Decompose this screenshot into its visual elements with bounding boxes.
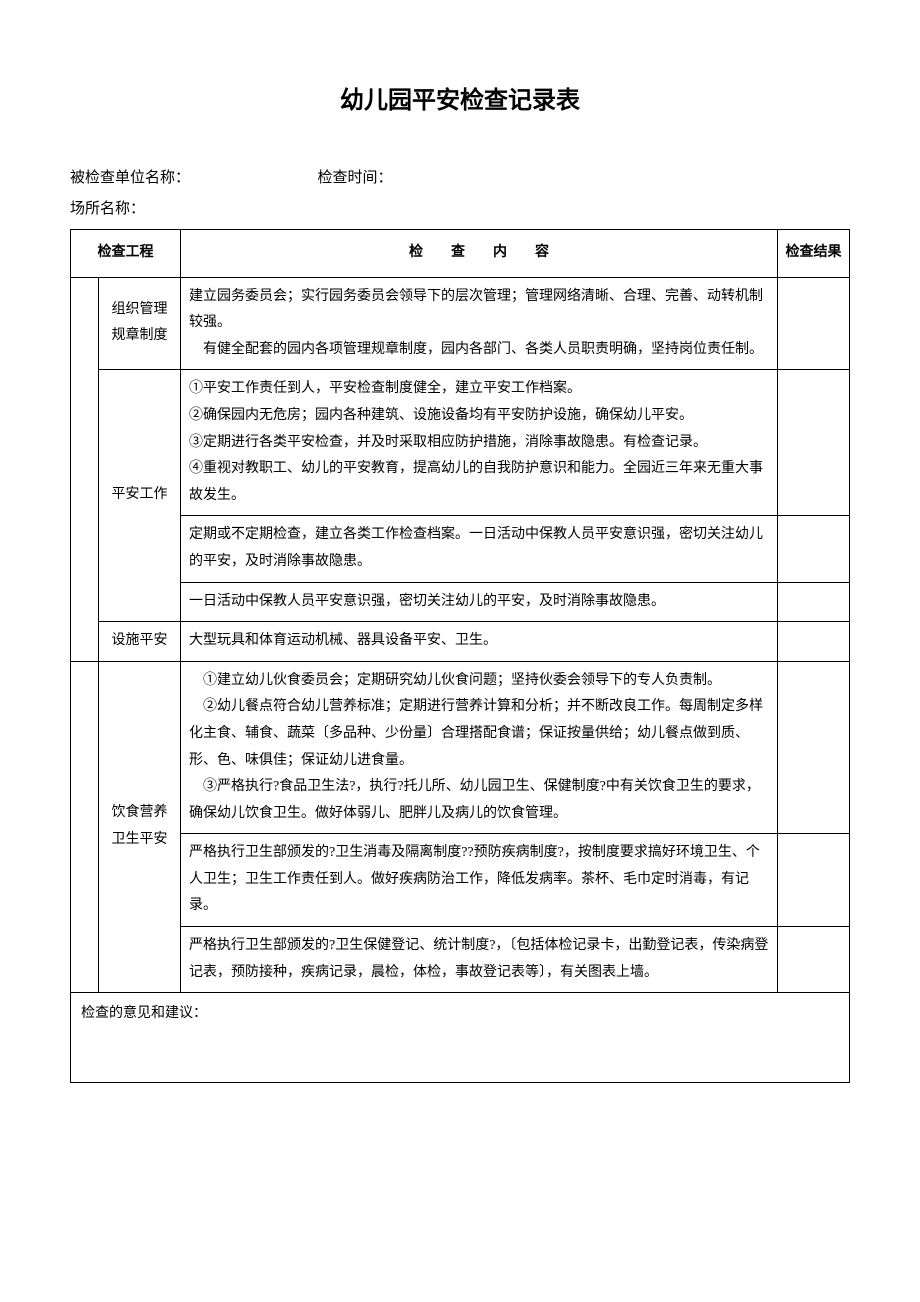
- table-row: 组织管理规章制度 建立园务委员会；实行园务委员会领导下的层次管理；管理网络清晰、…: [71, 277, 850, 370]
- content-safety-2: 定期或不定期检查，建立各类工作检查档案。一日活动中保教人员平安意识强，密切关注幼…: [181, 516, 778, 582]
- content-safety-3: 一日活动中保教人员平安意识强，密切关注幼儿的平安，及时消除事故隐患。: [181, 582, 778, 622]
- table-row: 定期或不定期检查，建立各类工作检查档案。一日活动中保教人员平安意识强，密切关注幼…: [71, 516, 850, 582]
- result-cell: [778, 661, 850, 834]
- unit-label: 被检查单位名称：: [70, 165, 190, 192]
- table-row: 严格执行卫生部颁发的?卫生保健登记、统计制度?，〔包括体检记录卡，出勤登记表，传…: [71, 927, 850, 993]
- place-label: 场所名称：: [70, 196, 145, 223]
- category-facility: 设施平安: [99, 622, 181, 662]
- table-footer-row: 检查的意见和建议：: [71, 993, 850, 1083]
- meta-row-2: 场所名称：: [70, 196, 850, 223]
- category-food: 饮食营养卫生平安: [99, 661, 181, 993]
- table-row: 设施平安 大型玩具和体育运动机械、器具设备平安、卫生。: [71, 622, 850, 662]
- table-row: 严格执行卫生部颁发的?卫生消毒及隔离制度??预防疾病制度?，按制度要求搞好环境卫…: [71, 834, 850, 927]
- category-safety: 平安工作: [99, 370, 181, 622]
- group-cell-2: [71, 661, 99, 993]
- content-food-3: 严格执行卫生部颁发的?卫生保健登记、统计制度?，〔包括体检记录卡，出勤登记表，传…: [181, 927, 778, 993]
- meta-row-1: 被检查单位名称： 检查时间：: [70, 165, 850, 192]
- header-content: 检 查 内 容: [181, 230, 778, 278]
- content-facility: 大型玩具和体育运动机械、器具设备平安、卫生。: [181, 622, 778, 662]
- result-cell: [778, 277, 850, 370]
- content-food-2: 严格执行卫生部颁发的?卫生消毒及隔离制度??预防疾病制度?，按制度要求搞好环境卫…: [181, 834, 778, 927]
- content-safety-1: ①平安工作责任到人，平安检查制度健全，建立平安工作档案。②确保园内无危房；园内各…: [181, 370, 778, 516]
- result-cell: [778, 582, 850, 622]
- table-row: 一日活动中保教人员平安意识强，密切关注幼儿的平安，及时消除事故隐患。: [71, 582, 850, 622]
- result-cell: [778, 622, 850, 662]
- category-org: 组织管理规章制度: [99, 277, 181, 370]
- group-cell-1: [71, 277, 99, 661]
- header-result: 检查结果: [778, 230, 850, 278]
- table-header-row: 检查工程 检 查 内 容 检查结果: [71, 230, 850, 278]
- content-org: 建立园务委员会；实行园务委员会领导下的层次管理；管理网络清晰、合理、完善、动转机…: [181, 277, 778, 370]
- content-food-1: ①建立幼儿伙食委员会；定期研究幼儿伙食问题；坚持伙委会领导下的专人负责制。 ②幼…: [181, 661, 778, 834]
- inspection-table: 检查工程 检 查 内 容 检查结果 组织管理规章制度 建立园务委员会；实行园务委…: [70, 229, 850, 1083]
- result-cell: [778, 370, 850, 516]
- time-label: 检查时间：: [318, 165, 393, 192]
- footer-cell: 检查的意见和建议：: [71, 993, 850, 1083]
- result-cell: [778, 516, 850, 582]
- result-cell: [778, 834, 850, 927]
- result-cell: [778, 927, 850, 993]
- header-project: 检查工程: [71, 230, 181, 278]
- table-row: 平安工作 ①平安工作责任到人，平安检查制度健全，建立平安工作档案。②确保园内无危…: [71, 370, 850, 516]
- table-row: 饮食营养卫生平安 ①建立幼儿伙食委员会；定期研究幼儿伙食问题；坚持伙委会领导下的…: [71, 661, 850, 834]
- page-title: 幼儿园平安检查记录表: [70, 80, 850, 115]
